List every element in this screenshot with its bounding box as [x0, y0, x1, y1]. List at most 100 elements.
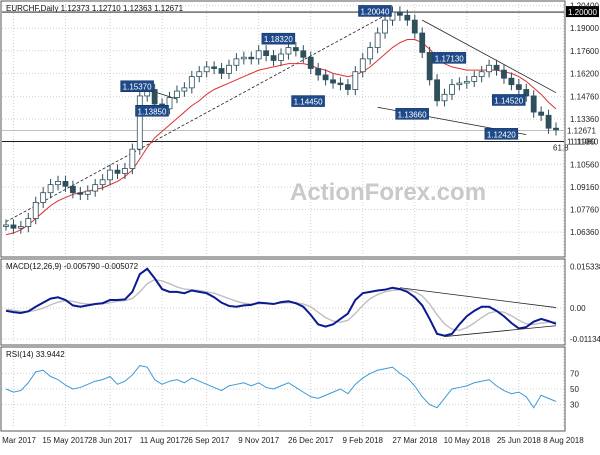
watermark: ActionForex.com [290, 179, 486, 206]
x-tick-label-10: 25 Jun 2018 [497, 436, 542, 445]
candle-body [501, 69, 507, 79]
candle-body [218, 68, 225, 74]
grid-layer [2, 4, 564, 428]
candle-body [166, 97, 173, 110]
candle-body [47, 184, 54, 194]
candle-body [32, 201, 39, 219]
macd-layer [5, 267, 557, 337]
price-label-3: 1.13850 [138, 107, 167, 116]
candle-body [307, 56, 314, 69]
candle-body [196, 71, 203, 77]
price-label-box-5 [432, 52, 467, 64]
x-tick-label-6: 26 Dec 2017 [288, 436, 334, 445]
price-y-tick-label-2: 1.17600 [570, 47, 599, 56]
candle-body [330, 79, 336, 84]
candle-body [553, 127, 559, 131]
candle-body [77, 192, 84, 195]
candle-body [17, 226, 24, 229]
candle-body [278, 53, 284, 61]
candle-body [515, 84, 522, 90]
x-tick-label-11: 8 Aug 2018 [543, 436, 584, 445]
candle-body [69, 185, 76, 194]
x-tick-label-4: 26 Sep 2017 [184, 436, 230, 445]
price-label-box-8 [484, 128, 519, 140]
candle-body [188, 76, 195, 89]
candle-body [285, 47, 292, 55]
price-y-tick-label-9: 1.07760 [570, 205, 599, 214]
price-label-8: 1.12420 [487, 130, 516, 139]
candle-body [538, 111, 545, 116]
price-y-tick-label-1: 1.19000 [570, 24, 599, 33]
price-label-box-0 [358, 5, 392, 17]
candle-body [270, 55, 277, 61]
x-tick-label-3: 11 Aug 2017 [140, 436, 185, 445]
candle-body [426, 51, 433, 81]
candle-body [486, 64, 493, 73]
x-tick-label-5: 9 Nov 2017 [238, 436, 279, 445]
candle-body [107, 169, 113, 181]
price-header: EURCHF,Daily 1.12373 1.12710 1.12363 1.1… [6, 4, 184, 13]
candle-body [233, 58, 240, 66]
price-y-tick-label-4: 1.14760 [570, 93, 599, 102]
candle-body [374, 32, 381, 48]
x-tick-label-1: 15 May 2017 [42, 436, 89, 445]
x-tick-label-9: 10 May 2018 [444, 436, 491, 445]
price-y-tick-label-5: 1.13360 [570, 115, 599, 124]
rsi-panel-frame [0, 346, 566, 432]
candle-body [337, 82, 344, 86]
candle-body [99, 179, 106, 186]
price-panel-frame [0, 0, 566, 258]
x-tick-label-0: 30 Mar 2017 [0, 436, 36, 445]
x-tick-label-2: 28 Jun 2017 [88, 436, 133, 445]
rsi-y-tick-label-0: 70 [570, 369, 579, 378]
price-y-tick-label-10: 1.06360 [570, 228, 599, 237]
price-label-4: 1.14450 [294, 98, 323, 107]
macd-line [5, 267, 557, 337]
price-trendline-0 [5, 11, 393, 223]
candle-body [411, 19, 418, 34]
price-y-tick-label-0: 1.20400 [570, 2, 599, 11]
candle-body [122, 168, 128, 174]
price-trendline-1 [422, 19, 557, 94]
rsi-y-tick-label-2: 30 [570, 401, 579, 410]
candle-body [449, 84, 455, 95]
price-label-1: 1.18320 [264, 35, 293, 44]
candle-body [300, 50, 307, 58]
rsi-layer [5, 365, 557, 409]
rsi-line [5, 365, 557, 409]
candle-body [493, 64, 500, 71]
price-y-tick-label-6: 1.11960 [570, 138, 599, 147]
price-label-box-3 [135, 105, 169, 117]
candle-body [434, 79, 440, 102]
candle-body [382, 19, 388, 34]
candle-body [397, 11, 403, 16]
candle-body [322, 74, 329, 81]
candle-body [545, 114, 552, 129]
candle-body [181, 87, 188, 92]
fib-label: 61.8 [553, 143, 569, 152]
candle-body [211, 66, 218, 69]
candle-body [114, 169, 121, 174]
x-tick-label-8: 27 Mar 2018 [392, 436, 437, 445]
price-label-box-6 [395, 108, 429, 120]
macd-trendline-0 [399, 287, 557, 308]
candle-body [248, 56, 255, 60]
macd-trendline-1 [444, 325, 557, 337]
candle-body [226, 64, 232, 74]
macd-panel-frame [0, 258, 566, 346]
candle-body [463, 81, 470, 84]
macd-y-tick-label-1: 0.00 [570, 304, 586, 313]
candle-body [367, 47, 374, 60]
candle-body [55, 181, 61, 186]
candle-body [136, 95, 143, 150]
price-label-0: 1.20040 [360, 7, 389, 16]
rsi-header: RSI(14) 33.9442 [6, 350, 65, 359]
price-label-box-4 [291, 95, 325, 107]
candle-body [530, 95, 537, 113]
candle-body [255, 50, 262, 60]
price-y-tick-label-7: 1.10560 [570, 160, 599, 169]
support-level-label: 1.11980 [567, 137, 596, 146]
